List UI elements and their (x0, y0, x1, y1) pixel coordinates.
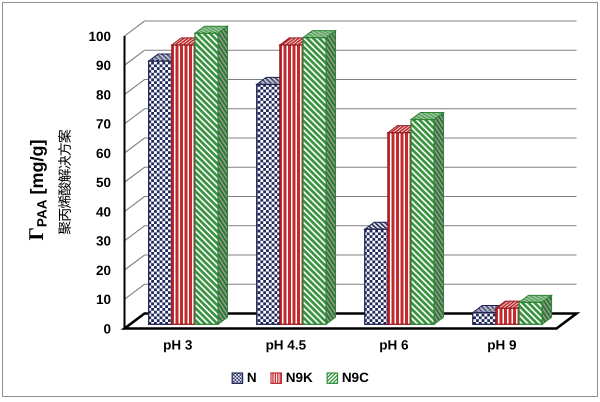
bar-front-face (279, 44, 304, 325)
x-category-label: pH 3 (163, 338, 193, 353)
figure-border (2, 2, 598, 397)
gamma-subscript: PAA (35, 199, 50, 227)
chinese-subtitle (57, 129, 72, 235)
category-labels: pH 3 pH 4.5 pH 6 pH 9 (163, 338, 516, 353)
units-label: [mg/g] (27, 140, 47, 200)
legend-item-n9k: N9K (270, 370, 313, 385)
y-tick-label: 10 (96, 292, 111, 307)
legend-swatch (326, 372, 339, 384)
bar-front-face (302, 37, 327, 325)
legend-swatch (270, 372, 283, 384)
bar-front-face (194, 32, 219, 325)
legend-item-n: N (231, 370, 257, 385)
legend-label: N9C (342, 370, 369, 385)
bar-side-face (433, 111, 445, 326)
chinese-char (57, 129, 71, 143)
bar-front-face (148, 60, 173, 325)
bar-side-face (325, 29, 337, 326)
y-tick-label: 70 (96, 117, 111, 132)
gridline (124, 78, 577, 95)
y-tick-label: 20 (96, 263, 111, 278)
chinese-char (58, 182, 71, 195)
bar-group-ph-9 (471, 294, 554, 326)
y-tick-label: 100 (88, 29, 111, 44)
bar-front-face (518, 301, 543, 325)
chinese-char (57, 143, 71, 156)
y-tick-label: 0 (103, 321, 111, 336)
y-axis-subtitle-chinese (57, 129, 72, 235)
y-tick-label: 90 (96, 58, 111, 73)
bar-front-face (472, 311, 497, 325)
chinese-char (58, 195, 71, 209)
y-tick-labels: 0 10 20 30 40 50 60 70 80 90 100 (88, 29, 111, 336)
y-axis-title-text: ΓPAA [mg/g] (24, 140, 50, 241)
y-axis-title: ΓPAA [mg/g] (24, 140, 50, 241)
bar-front-face (364, 228, 389, 325)
chinese-char (58, 169, 71, 183)
bar-group-ph-3 (147, 25, 229, 326)
y-tick-label: 80 (96, 87, 111, 102)
floor-parallelogram (120, 312, 581, 330)
bar-front-face (256, 83, 281, 325)
y-tick-label: 30 (96, 234, 111, 249)
bar-group-ph-4.5 (255, 29, 338, 326)
y-tick-label: 50 (96, 175, 111, 190)
chinese-char (58, 155, 71, 169)
chinese-char (58, 221, 72, 235)
legend-item-n9c: N9C (326, 370, 369, 385)
bar-front-face (495, 307, 520, 325)
bar-front-face (410, 118, 435, 325)
legend-label: N (247, 370, 257, 385)
x-category-label: pH 6 (379, 338, 409, 353)
bars (147, 25, 554, 326)
gamma-symbol: Γ (24, 227, 48, 240)
bar-N9C-ph-3 (193, 25, 229, 326)
bar-front-face (171, 44, 196, 325)
legend-label: N9K (286, 370, 313, 385)
chinese-char (58, 208, 71, 221)
bar-side-face (217, 25, 228, 326)
bar-N9C-ph-9 (517, 294, 554, 326)
gridline (124, 108, 577, 125)
gridline (124, 49, 577, 66)
legend: N N9K N9C (231, 370, 369, 385)
gridline (124, 20, 577, 37)
y-tick-label: 40 (96, 204, 111, 219)
y-tick-label: 60 (96, 146, 111, 161)
bar-front-face (387, 132, 412, 325)
chart-floor (120, 312, 581, 330)
legend-swatch (231, 372, 244, 384)
bar-group-ph-6 (363, 111, 446, 326)
x-category-label: pH 4.5 (266, 338, 307, 353)
x-category-label: pH 9 (487, 338, 516, 353)
bar-N9C-ph-4.5 (301, 29, 338, 326)
bar-N9C-ph-6 (409, 111, 446, 326)
